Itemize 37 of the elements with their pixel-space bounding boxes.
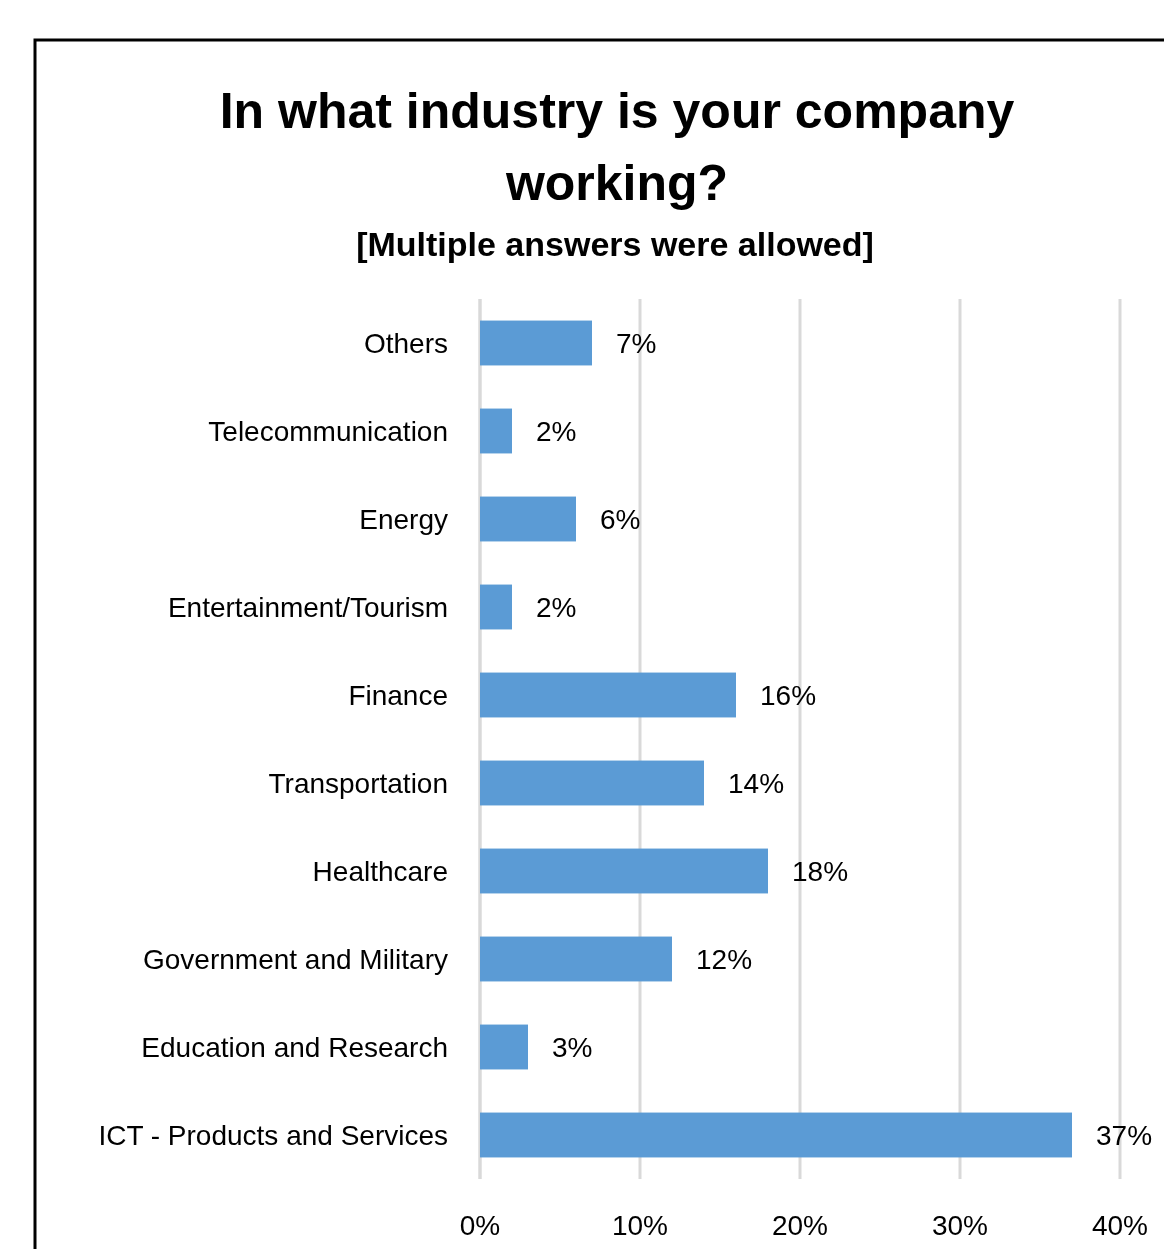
y-tick-label: Transportation	[268, 767, 448, 799]
bar	[480, 584, 512, 630]
chart-subtitle: [Multiple answers were allowed]	[356, 225, 874, 263]
y-tick-label: Telecommunication	[208, 415, 448, 447]
y-tick-label: ICT - Products and Services	[98, 1119, 448, 1151]
data-label: 18%	[792, 855, 849, 887]
data-label: 12%	[696, 943, 753, 975]
data-label: 2%	[536, 591, 577, 623]
data-label: 37%	[1096, 1119, 1153, 1151]
bar	[480, 320, 592, 366]
x-tick-label: 40%	[1091, 1209, 1149, 1241]
y-tick-label: Others	[363, 327, 448, 359]
x-tick-label: 20%	[771, 1209, 829, 1241]
x-tick-label: 30%	[931, 1209, 989, 1241]
data-label: 6%	[600, 503, 641, 535]
bar	[480, 1024, 528, 1070]
data-label: 3%	[552, 1031, 593, 1063]
y-tick-label: Finance	[348, 679, 448, 711]
bar	[480, 760, 704, 806]
bar	[480, 408, 512, 454]
bar	[480, 496, 576, 542]
y-tick-label: Government and Military	[142, 943, 448, 975]
chart-title: In what industry is your company working?	[219, 83, 1015, 211]
data-label: 16%	[760, 679, 817, 711]
bar	[480, 1112, 1072, 1158]
bar	[480, 848, 768, 894]
y-tick-label: Education and Research	[141, 1031, 448, 1063]
y-tick-label: Entertainment/Tourism	[167, 591, 448, 623]
data-label: 2%	[536, 415, 577, 447]
x-tick-label: 10%	[611, 1209, 669, 1241]
data-label: 7%	[616, 327, 657, 359]
y-tick-label: Energy	[359, 503, 448, 535]
bar	[480, 936, 672, 982]
bar	[480, 672, 736, 718]
x-tick-label: 0%	[459, 1209, 501, 1241]
y-tick-label: Healthcare	[312, 855, 448, 887]
data-label: 14%	[728, 767, 785, 799]
